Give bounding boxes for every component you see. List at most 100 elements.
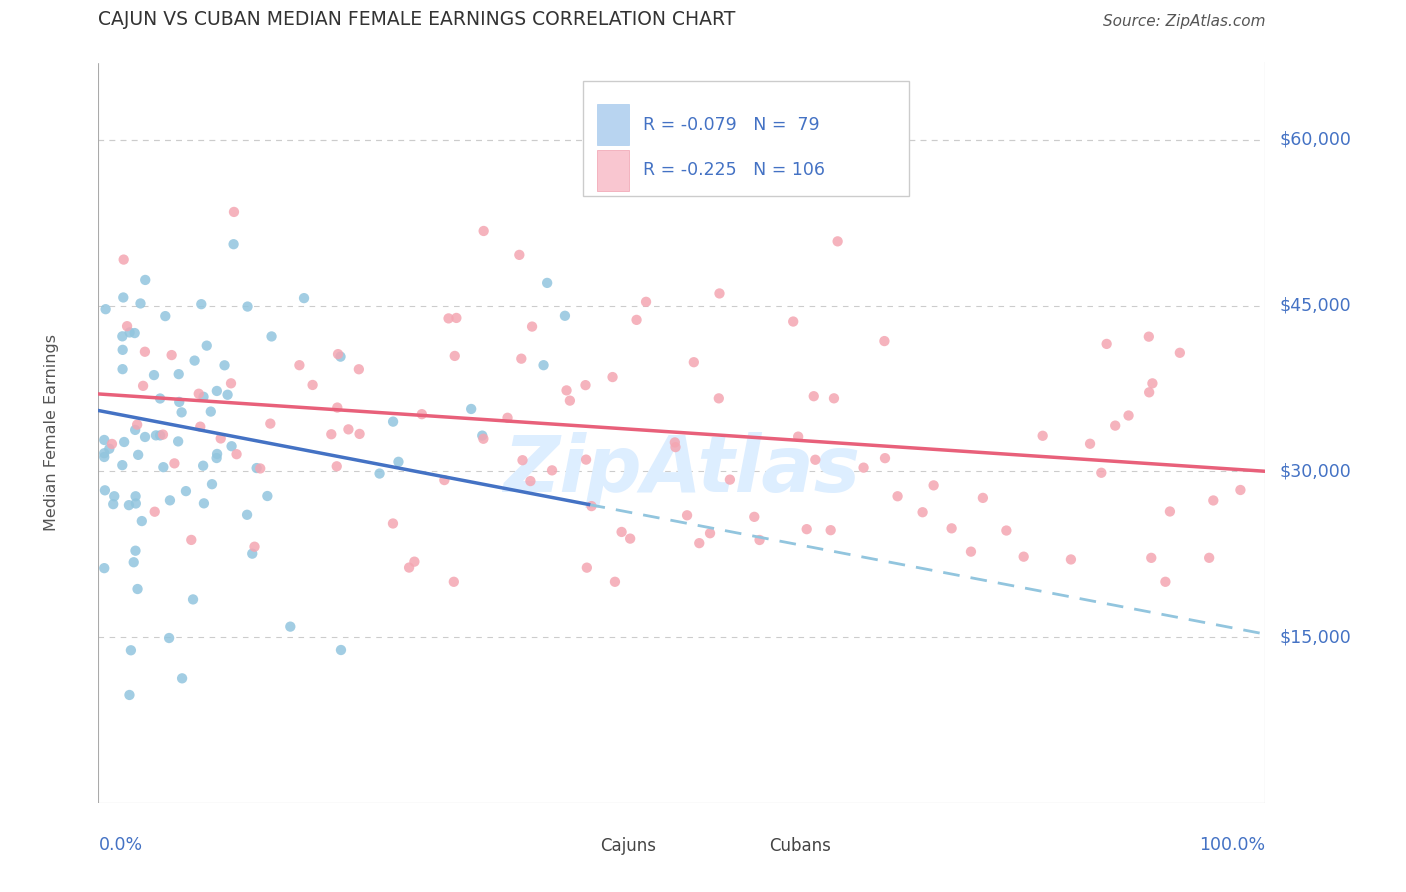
Point — [155, 309, 177, 323]
Point — [823, 392, 845, 406]
Point — [1140, 550, 1163, 565]
Point — [688, 536, 710, 550]
Point — [112, 435, 135, 450]
Point — [93, 561, 115, 575]
Point — [1142, 376, 1164, 391]
Point — [368, 467, 391, 481]
Point — [183, 353, 205, 368]
Point — [1060, 552, 1083, 566]
Point — [170, 405, 193, 419]
Point — [911, 505, 934, 519]
Point — [555, 384, 578, 398]
Point — [292, 291, 315, 305]
Point — [510, 351, 533, 366]
Point — [852, 460, 875, 475]
Point — [225, 447, 247, 461]
Point — [1137, 329, 1160, 343]
Point — [180, 533, 202, 547]
Point — [246, 461, 269, 475]
Point — [134, 430, 156, 444]
Point — [124, 489, 146, 503]
Point — [187, 386, 209, 401]
Point — [626, 313, 648, 327]
Point — [1202, 493, 1225, 508]
Point — [1154, 574, 1177, 589]
Point — [205, 384, 228, 398]
Point — [536, 276, 558, 290]
Text: $60,000: $60,000 — [1279, 131, 1351, 149]
Point — [288, 358, 311, 372]
Point — [886, 489, 908, 503]
Point — [709, 286, 731, 301]
Point — [111, 362, 134, 376]
Text: $45,000: $45,000 — [1279, 296, 1351, 315]
Point — [827, 235, 849, 249]
Point — [472, 224, 495, 238]
Point — [326, 401, 349, 415]
Point — [260, 329, 283, 343]
Point — [221, 439, 243, 453]
Point — [1198, 550, 1220, 565]
Point — [124, 326, 146, 340]
Point — [574, 378, 596, 392]
Point — [960, 544, 983, 558]
Point — [256, 489, 278, 503]
Point — [446, 310, 468, 325]
Point — [98, 442, 121, 456]
Point — [1229, 483, 1251, 497]
Point — [152, 427, 174, 442]
Point — [496, 410, 519, 425]
Point — [804, 452, 827, 467]
Point — [382, 415, 405, 429]
Point — [149, 428, 172, 442]
Text: CAJUN VS CUBAN MEDIAN FEMALE EARNINGS CORRELATION CHART: CAJUN VS CUBAN MEDIAN FEMALE EARNINGS CO… — [98, 10, 735, 29]
Point — [508, 248, 530, 262]
Point — [404, 555, 426, 569]
Point — [172, 671, 194, 685]
Point — [326, 347, 349, 361]
Point — [219, 376, 242, 391]
Point — [603, 574, 626, 589]
Bar — [571, 835, 596, 857]
Point — [127, 582, 149, 596]
Point — [132, 379, 155, 393]
Point — [167, 367, 190, 381]
Point — [873, 334, 896, 348]
Text: $30,000: $30,000 — [1279, 462, 1351, 480]
Bar — [741, 835, 766, 857]
Point — [718, 473, 741, 487]
Point — [167, 434, 190, 449]
Point — [124, 423, 146, 437]
Point — [129, 296, 152, 310]
Point — [387, 455, 409, 469]
Point — [163, 456, 186, 470]
Point — [243, 540, 266, 554]
Point — [118, 688, 141, 702]
Point — [398, 560, 420, 574]
Point — [575, 452, 598, 467]
Point — [214, 359, 236, 373]
Point — [1104, 418, 1126, 433]
Point — [159, 493, 181, 508]
Point — [193, 496, 215, 510]
Point — [120, 643, 142, 657]
Point — [664, 435, 686, 450]
Point — [167, 395, 190, 409]
Point — [520, 319, 543, 334]
Point — [94, 483, 117, 498]
Point — [127, 417, 149, 432]
Point — [222, 205, 245, 219]
Point — [443, 349, 465, 363]
Point — [118, 326, 141, 340]
Point — [326, 459, 349, 474]
Point — [209, 432, 232, 446]
Point — [191, 458, 214, 473]
Point — [575, 560, 598, 574]
Point — [820, 523, 842, 537]
Point — [249, 461, 271, 475]
Point — [118, 498, 141, 512]
Point — [93, 450, 115, 464]
Point — [143, 505, 166, 519]
Point — [181, 592, 204, 607]
Point — [103, 497, 125, 511]
